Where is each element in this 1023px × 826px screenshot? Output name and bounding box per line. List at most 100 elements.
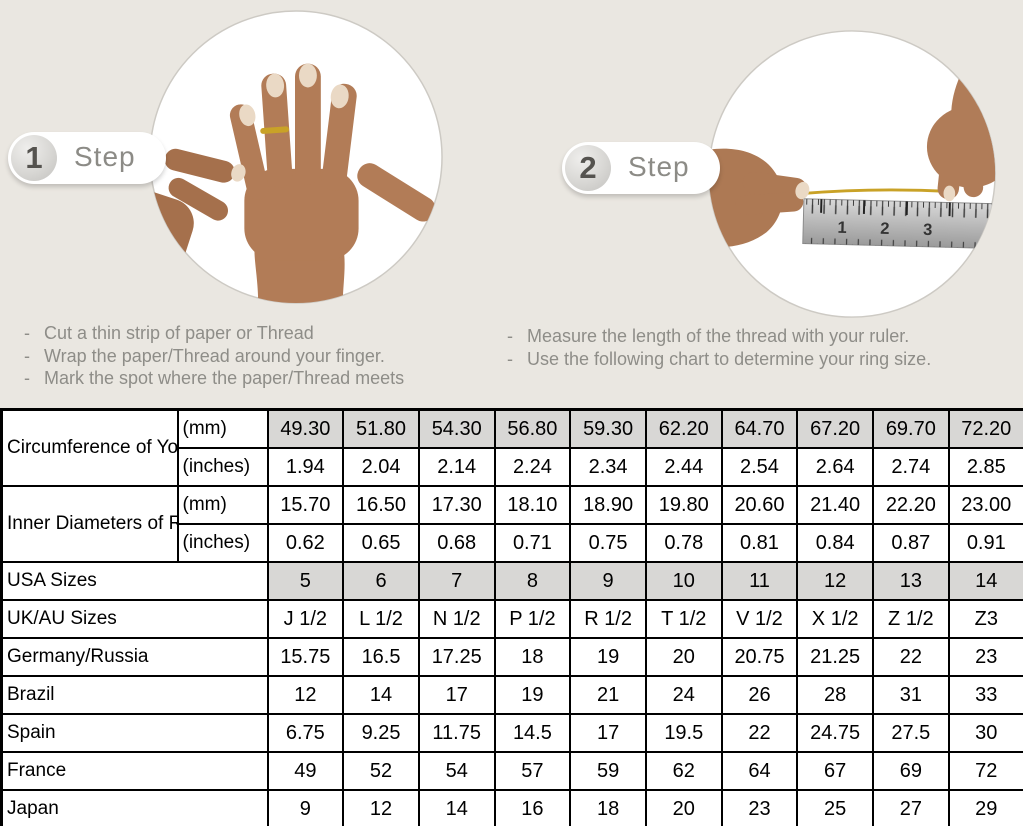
step2-badge: 2 Step xyxy=(562,142,720,194)
size-value-cell: 10 xyxy=(644,561,723,601)
size-value-cell: 18.90 xyxy=(569,485,647,525)
ruler-number-1: 1 xyxy=(837,218,847,237)
ring-size-table: Circumference of Your Finger(mm)49.3051.… xyxy=(0,408,1023,826)
size-value-cell: 0.84 xyxy=(796,523,874,563)
size-value-cell: 54.30 xyxy=(417,408,496,449)
bullet-dash: - xyxy=(24,368,30,388)
size-value-cell: 18 xyxy=(493,637,572,677)
size-value-cell: 16.5 xyxy=(342,637,420,677)
size-value-cell: 20.60 xyxy=(720,485,799,525)
unit-cell: (inches) xyxy=(176,523,269,563)
gold-thread-ring xyxy=(260,126,290,134)
size-value-cell: 18.10 xyxy=(493,485,572,525)
size-value-cell: 0.78 xyxy=(644,523,723,563)
size-value-cell: L 1/2 xyxy=(342,599,420,639)
size-value-cell: 1.94 xyxy=(266,447,345,487)
step1-number: 1 xyxy=(11,135,57,181)
size-value-cell: R 1/2 xyxy=(569,599,647,639)
instruction-item: - Mark the spot where the paper/Thread me… xyxy=(24,367,404,390)
unit-cell: (mm) xyxy=(176,485,269,525)
size-value-cell: 17.25 xyxy=(417,637,496,677)
size-value-cell: P 1/2 xyxy=(493,599,572,639)
size-value-cell: J 1/2 xyxy=(266,599,345,639)
instruction-text: Mark the spot where the paper/Thread mee… xyxy=(44,368,405,388)
size-value-cell: 31 xyxy=(872,675,950,715)
size-value-cell: 21 xyxy=(569,675,647,715)
size-value-cell: 33 xyxy=(947,675,1023,715)
size-value-cell: 2.24 xyxy=(493,447,572,487)
size-value-cell: 69.70 xyxy=(872,408,950,449)
size-value-cell: 49.30 xyxy=(266,408,345,449)
table-row: (inches) 0.62 0.65 0.68 0.71 0.75 0.78 0.81 0.84… xyxy=(2,523,1023,563)
size-value-cell: Z3 xyxy=(947,599,1023,639)
size-value-cell: 0.91 xyxy=(947,523,1023,563)
ring-size-table-body: Circumference of Your Finger(mm)49.3051.… xyxy=(0,408,1023,826)
size-value-cell: 8 xyxy=(493,561,572,601)
size-value-cell: 67 xyxy=(796,751,874,791)
size-value-cell: 49 xyxy=(266,751,345,791)
unit-cell: (mm) xyxy=(176,408,269,449)
size-value-cell: 17 xyxy=(417,675,496,715)
size-value-cell: 19.80 xyxy=(644,485,723,525)
table-row: Germany/Russia 15.75 16.5 17.25 18 19 20 20.75 2… xyxy=(0,637,1023,677)
row-header: Germany/Russia xyxy=(0,637,269,677)
row-header: UK/AU Sizes xyxy=(0,599,269,639)
size-value-cell: 52 xyxy=(342,751,420,791)
size-value-cell: 16.50 xyxy=(342,485,420,525)
size-value-cell: 21.40 xyxy=(796,485,874,525)
table-row: Spain 6.75 9.25 11.75 14.5 17 19.5 22 24.75 27.5 3… xyxy=(0,713,1023,753)
size-value-cell: 14.5 xyxy=(493,713,572,753)
row-header: USA Sizes xyxy=(0,561,269,601)
size-value-cell: 12 xyxy=(342,789,420,826)
size-value-cell: 2.04 xyxy=(342,447,420,487)
size-value-cell: 69 xyxy=(872,751,950,791)
size-value-cell: 0.62 xyxy=(266,523,345,563)
instruction-item: - Cut a thin strip of paper or Thread xyxy=(24,322,404,345)
size-value-cell: 2.54 xyxy=(720,447,799,487)
size-value-cell: 21.25 xyxy=(796,637,874,677)
size-value-cell: N 1/2 xyxy=(417,599,496,639)
step1-badge: 1 Step xyxy=(8,132,166,184)
row-header: Circumference of Your Finger xyxy=(0,408,179,487)
bullet-dash: - xyxy=(24,323,30,343)
instruction-text: Measure the length of the thread with yo… xyxy=(527,326,910,346)
table-row: (inches) 1.94 2.04 2.14 2.24 2.34 2.44 2.54 2.64… xyxy=(2,447,1023,487)
size-value-cell: 23.00 xyxy=(947,485,1023,525)
size-value-cell: 9 xyxy=(266,789,345,826)
size-value-cell: 0.81 xyxy=(720,523,799,563)
size-value-cell: 5 xyxy=(266,561,345,601)
size-value-cell: 15.70 xyxy=(266,485,345,525)
size-value-cell: 22.20 xyxy=(872,485,950,525)
size-value-cell: 9 xyxy=(569,561,647,601)
size-value-cell: 2.14 xyxy=(417,447,496,487)
size-value-cell: 18 xyxy=(569,789,647,826)
ruler-photo-step2: 1 2 3 xyxy=(706,28,998,320)
size-value-cell: 72.20 xyxy=(947,408,1023,449)
table-row: USA Sizes 5 6 7 8 9 10 11 12 13 14 xyxy=(0,561,1023,601)
size-value-cell: 0.68 xyxy=(417,523,496,563)
size-value-cell: 64.70 xyxy=(720,408,799,449)
size-value-cell: 19 xyxy=(569,637,647,677)
bullet-dash: - xyxy=(507,326,513,346)
instruction-item: - Measure the length of the thread with y… xyxy=(507,325,931,348)
ring-size-table-container: Circumference of Your Finger(mm)49.3051.… xyxy=(0,408,1023,826)
size-value-cell: V 1/2 xyxy=(720,599,799,639)
instruction-item: - Use the following chart to determine yo… xyxy=(507,348,931,371)
ruler: 1 2 3 xyxy=(802,198,996,250)
size-value-cell: 72 xyxy=(947,751,1023,791)
size-value-cell: 11.75 xyxy=(417,713,496,753)
size-value-cell: 23 xyxy=(720,789,799,826)
size-value-cell: 51.80 xyxy=(342,408,420,449)
size-value-cell: 6.75 xyxy=(266,713,345,753)
size-value-cell: 22 xyxy=(720,713,799,753)
size-value-cell: 14 xyxy=(417,789,496,826)
size-value-cell: 27.5 xyxy=(872,713,950,753)
size-value-cell: 7 xyxy=(417,561,496,601)
table-row: Circumference of Your Finger(mm)49.3051.… xyxy=(0,408,1023,487)
size-value-cell: T 1/2 xyxy=(644,599,723,639)
size-value-cell: 59.30 xyxy=(569,408,647,449)
instruction-item: - Wrap the paper/Thread around your finge… xyxy=(24,345,404,368)
size-value-cell: 2.85 xyxy=(947,447,1023,487)
size-value-cell: 24.75 xyxy=(796,713,874,753)
